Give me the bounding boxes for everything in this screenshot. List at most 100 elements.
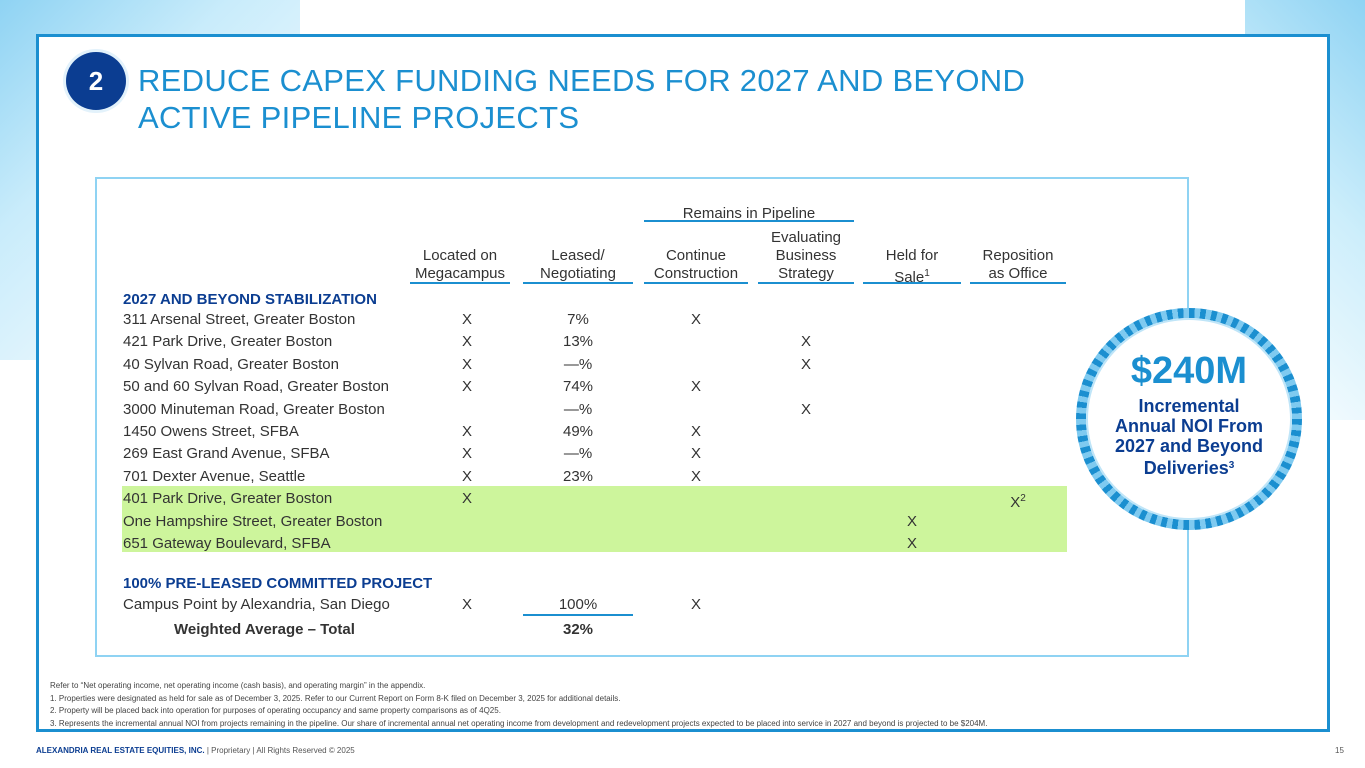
row-leased: —% [563, 400, 593, 418]
row-name: 3000 Minuteman Road, Greater Boston [123, 400, 385, 418]
col-header-located-line1: Located on [422, 247, 498, 264]
callout-circle [1086, 318, 1292, 520]
row-leased: —% [563, 355, 593, 373]
row-leased: —% [563, 445, 593, 463]
col-underline-leased [523, 282, 633, 284]
callout-caption: Incremental Annual NOI From 2027 and Bey… [1094, 396, 1284, 478]
footnote-intro: Refer to “Net operating income, net oper… [50, 681, 426, 690]
table-row: 401 Park Drive, Greater Boston X X2 [0, 488, 1100, 511]
section-heading-stabilization: 2027 AND BEYOND STABILIZATION [123, 291, 377, 308]
row-name: 269 East Grand Avenue, SFBA [123, 445, 330, 463]
table-row: 701 Dexter Avenue, Seattle X 23% X [0, 466, 1100, 488]
col-header-held-line2: Sale1 [863, 265, 961, 287]
col-underline-reposition [970, 282, 1066, 284]
col-header-continue-line2: Construction [653, 265, 739, 282]
table-row: 3000 Minuteman Road, Greater Boston —% X [0, 399, 1100, 421]
row-continue: X [690, 596, 701, 613]
highlight-band [122, 486, 1067, 552]
row-name: 50 and 60 Sylvan Road, Greater Boston [123, 378, 390, 396]
footnote-2: 2. Property will be placed back into ope… [50, 706, 501, 715]
col-underline-evaluating [758, 282, 854, 284]
row-held-for-sale: X [906, 512, 917, 530]
row-name: 421 Park Drive, Greater Boston [123, 333, 333, 351]
row-megacampus: X [461, 311, 472, 328]
col-header-located-line2: Megacampus [414, 265, 506, 282]
col-underline-continue [644, 282, 748, 284]
callout-line-1: Incremental [1138, 396, 1240, 416]
row-continue: X [690, 445, 701, 463]
row-held-for-sale: X [906, 535, 917, 552]
section-heading-committed: 100% PRE-LEASED COMMITTED PROJECT [123, 575, 433, 592]
total-underline [523, 614, 633, 616]
col-header-held-line1: Held for [885, 247, 939, 264]
page-number: 15 [1335, 746, 1344, 755]
row-megacampus: X [461, 467, 472, 485]
footnotes: Refer to “Net operating income, net oper… [50, 680, 1310, 730]
row-name: 651 Gateway Boulevard, SFBA [123, 535, 331, 552]
table-row: 1450 Owens Street, SFBA X 49% X [0, 421, 1100, 443]
table-row: 651 Gateway Boulevard, SFBA X [0, 533, 1100, 555]
col-header-leased-line2: Negotiating [540, 265, 616, 282]
row-continue: X [690, 311, 701, 328]
table-row: 50 and 60 Sylvan Road, Greater Boston X 74… [0, 376, 1100, 398]
row-name: 1450 Owens Street, SFBA [123, 423, 299, 440]
row-leased: 23% [562, 467, 594, 485]
footer-rights: | Proprietary | All Rights Reserved © 20… [204, 746, 355, 755]
held-footnote: 1 [924, 268, 930, 279]
row-megacampus: X [461, 378, 472, 396]
row-leased: 100% [558, 596, 598, 613]
callout-line-2: Annual NOI From [1115, 416, 1263, 436]
row-evaluating: X [800, 355, 811, 373]
row-leased: 74% [562, 378, 594, 396]
footnote-3: 3. Represents the incremental annual NOI… [50, 718, 988, 728]
col-header-reposition: Reposition as Office [970, 247, 1066, 283]
col-underline-located [410, 282, 510, 284]
col-underline-held [863, 282, 961, 284]
title-line-2: ACTIVE PIPELINE PROJECTS [138, 100, 580, 135]
table-row: One Hampshire Street, Greater Boston X [0, 511, 1100, 533]
group-header: Remains in Pipeline [682, 205, 816, 222]
row-name: Campus Point by Alexandria, San Diego [123, 596, 390, 613]
col-header-continue-line1: Continue [665, 247, 727, 264]
callout-value: $240M [1130, 350, 1248, 392]
col-header-reposition-line1: Reposition [982, 247, 1054, 264]
col-header-evaluating: Evaluating Business Strategy [758, 229, 854, 283]
row-continue: X [690, 378, 701, 396]
table-row: 311 Arsenal Street, Greater Boston X 7% X [0, 309, 1100, 331]
weighted-average-label: Weighted Average – Total [174, 621, 355, 638]
row-name: 311 Arsenal Street, Greater Boston [123, 311, 356, 328]
row-name: 40 Sylvan Road, Greater Boston [123, 355, 339, 373]
row-megacampus: X [461, 490, 472, 508]
row-footnote: 2 [1020, 493, 1026, 505]
row-name: 401 Park Drive, Greater Boston [123, 490, 333, 508]
table-row: 269 East Grand Avenue, SFBA X —% X [0, 443, 1100, 465]
row-reposition: X2 [970, 488, 1066, 514]
row-leased: 49% [562, 423, 594, 440]
row-leased: 13% [562, 333, 594, 351]
col-header-reposition-line2: as Office [988, 265, 1048, 282]
page-title: REDUCE CAPEX FUNDING NEEDS FOR 2027 AND … [138, 62, 1025, 136]
col-header-evaluating-line1: Evaluating [770, 229, 842, 246]
table-row-committed: Campus Point by Alexandria, San Diego X … [0, 594, 1100, 616]
row-continue: X [690, 467, 701, 485]
col-header-evaluating-line3: Strategy [778, 265, 834, 282]
footer: ALEXANDRIA REAL ESTATE EQUITIES, INC. | … [36, 746, 355, 755]
callout-footnote: 3 [1228, 460, 1235, 471]
row-megacampus: X [461, 596, 472, 613]
col-header-leased: Leased/ Negotiating [523, 247, 633, 283]
held-label: Sale [894, 269, 925, 286]
footer-company: ALEXANDRIA REAL ESTATE EQUITIES, INC. [36, 746, 205, 755]
table-row: 40 Sylvan Road, Greater Boston X —% X [0, 354, 1100, 376]
col-header-evaluating-line2: Business [775, 247, 837, 264]
row-reposition-mark: X [1010, 494, 1021, 512]
callout-line-4: Deliveries3 [1094, 456, 1284, 478]
row-megacampus: X [461, 445, 472, 463]
row-name: 701 Dexter Avenue, Seattle [123, 467, 306, 485]
row-evaluating: X [800, 400, 811, 418]
section-badge: 2 [66, 52, 126, 110]
row-name: One Hampshire Street, Greater Boston [123, 512, 383, 530]
col-header-held: Held for Sale1 [863, 247, 961, 287]
table-row: 421 Park Drive, Greater Boston X 13% X [0, 331, 1100, 353]
row-megacampus: X [461, 333, 472, 351]
col-header-located: Located on Megacampus [410, 247, 510, 283]
